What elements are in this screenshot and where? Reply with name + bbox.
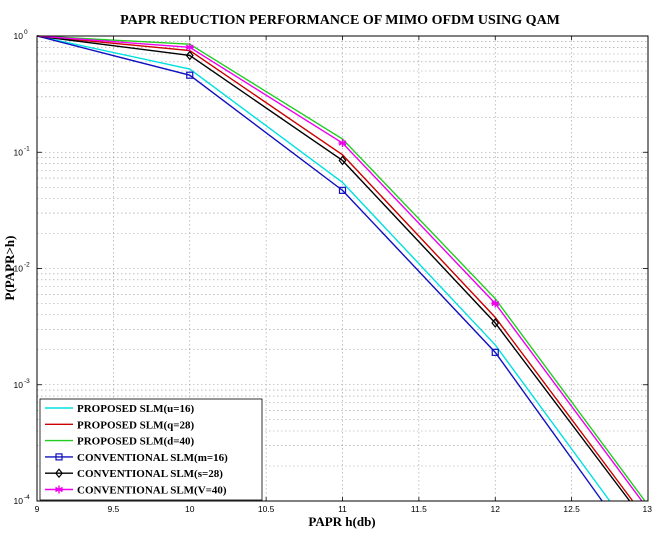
legend-label: PROPOSED SLM(q=28) <box>77 419 195 431</box>
legend-entry: PROPOSED SLM(u=16) <box>45 403 195 415</box>
data-point-square <box>186 71 194 79</box>
legend-entry: CONVENTIONAL SLM(V=40) <box>45 485 227 497</box>
legend-label: CONVENTIONAL SLM(V=40) <box>77 485 227 497</box>
series-layer <box>36 35 646 502</box>
data-point-square <box>338 186 347 194</box>
data-point-square <box>55 453 63 461</box>
x-tick-label: 9.5 <box>107 504 119 514</box>
grid <box>37 36 648 501</box>
x-tick-label: 11.5 <box>411 504 427 514</box>
series-2 <box>36 35 634 502</box>
svg-text:-1: -1 <box>24 145 30 152</box>
x-tick-label: 13 <box>643 504 652 514</box>
y-tick-label: 10 -1 <box>14 145 31 157</box>
data-point-diamond <box>55 468 63 479</box>
series-4 <box>36 35 603 502</box>
legend-entry: PROPOSED SLM(q=28) <box>45 419 195 431</box>
chart-title: PAPR REDUCTION PERFORMANCE OF MIMO OFDM … <box>120 13 560 28</box>
legend-label: CONVENTIONAL SLM(m=16) <box>77 452 228 464</box>
legend-entry: PROPOSED SLM(d=40) <box>45 436 195 448</box>
data-point-diamond <box>185 50 194 61</box>
x-tick-label: 11 <box>338 504 347 514</box>
legend-entry: CONVENTIONAL SLM(s=28) <box>45 468 223 480</box>
legend: PROPOSED SLM(u=16) PROPOSED SLM(q=28) PROP… <box>39 398 263 501</box>
series-6 <box>36 35 643 502</box>
svg-text:10: 10 <box>14 147 24 157</box>
legend-label: PROPOSED SLM(u=16) <box>77 403 195 415</box>
svg-text:10: 10 <box>14 264 24 274</box>
series-5 <box>36 35 631 502</box>
data-point-asterisk <box>491 299 500 308</box>
y-tick-label: 10 -4 <box>14 494 31 506</box>
data-point-diamond <box>338 155 347 166</box>
x-tick-label: 10 <box>185 504 195 514</box>
data-point-asterisk <box>55 485 63 494</box>
series-1 <box>36 35 611 502</box>
legend-label: PROPOSED SLM(d=40) <box>77 436 195 448</box>
svg-text:-2: -2 <box>24 262 30 269</box>
series-line <box>36 35 611 502</box>
series-line <box>36 35 634 502</box>
svg-text:10: 10 <box>14 380 24 390</box>
legend-entry: CONVENTIONAL SLM(m=16) <box>45 452 228 464</box>
data-point-asterisk <box>338 139 347 148</box>
y-tick-label: 10 0 <box>14 29 28 41</box>
series-3 <box>36 35 646 502</box>
legend-box <box>39 398 263 501</box>
x-axis-ticks: 9 9.5 10 10.5 11 11.5 12 12.5 13 <box>35 36 652 514</box>
y-tick-label: 10 -3 <box>14 378 31 390</box>
x-tick-label: 9 <box>35 504 40 514</box>
svg-text:10: 10 <box>14 496 24 506</box>
y-tick-label: 10 -2 <box>14 262 31 274</box>
svg-text:0: 0 <box>24 29 28 36</box>
y-axis-label: P(PAPR>h) <box>2 236 17 301</box>
series-line <box>36 35 631 502</box>
data-point-diamond <box>491 318 500 328</box>
legend-label: CONVENTIONAL SLM(s=28) <box>77 468 223 480</box>
data-point-asterisk <box>185 43 194 52</box>
x-axis-label: PAPR h(db) <box>308 514 375 529</box>
x-tick-label: 12.5 <box>563 504 580 514</box>
svg-text:-4: -4 <box>24 494 30 501</box>
data-point-square <box>491 348 499 356</box>
svg-text:-3: -3 <box>24 378 30 385</box>
series-line <box>36 35 603 502</box>
x-tick-label: 10.5 <box>258 504 275 514</box>
svg-text:10: 10 <box>14 31 24 41</box>
series-line <box>36 35 646 502</box>
x-tick-label: 12 <box>491 504 501 514</box>
